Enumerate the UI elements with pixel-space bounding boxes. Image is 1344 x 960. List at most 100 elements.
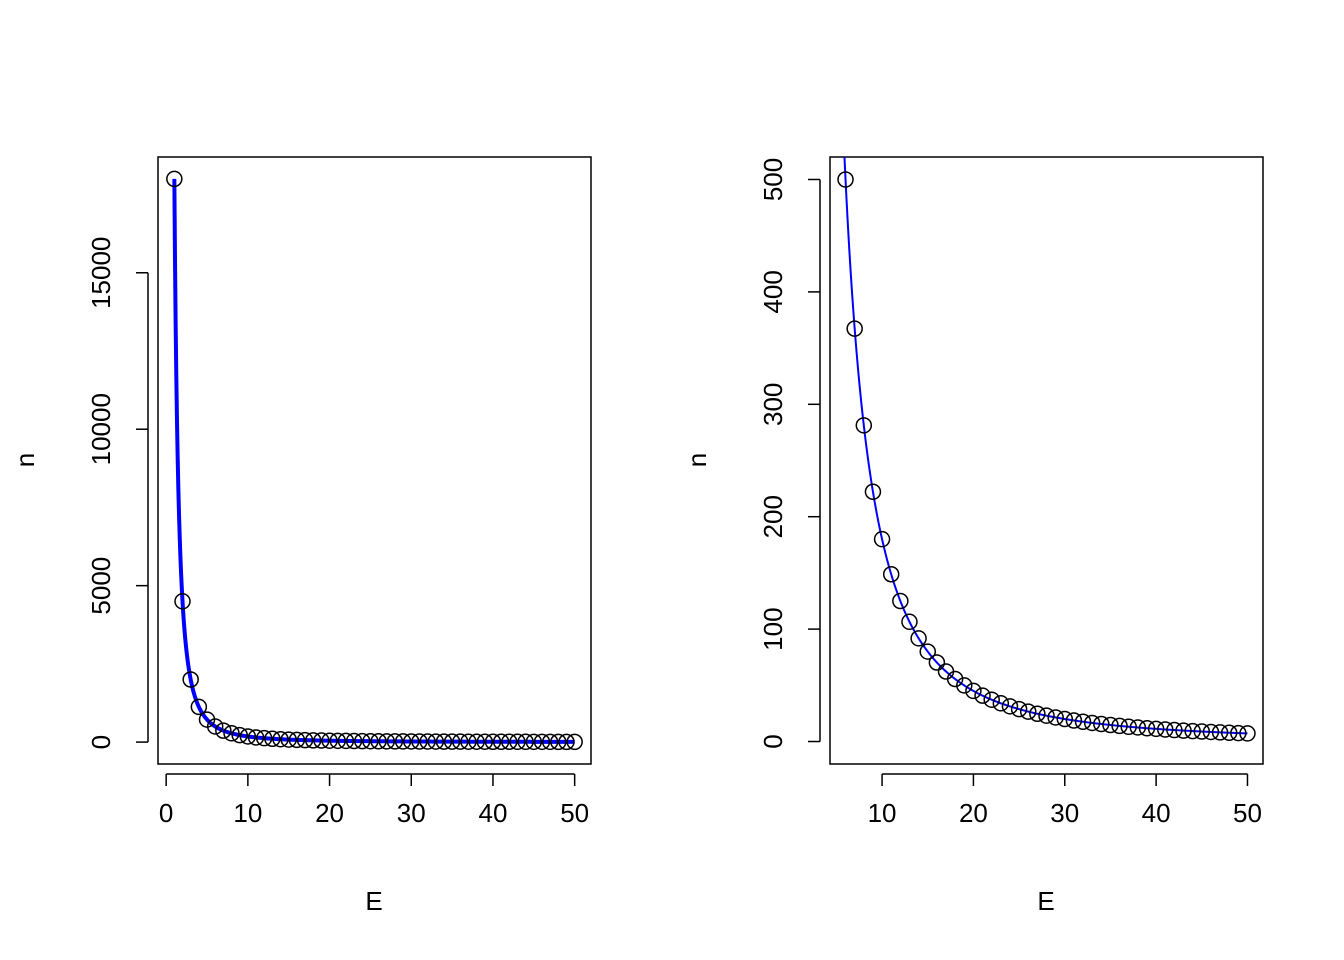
right-data-point [974, 687, 991, 704]
right-data-point [846, 320, 863, 337]
left-x-tick-label: 20 [315, 798, 344, 828]
right-data-point [855, 417, 873, 434]
right-data-point [1074, 713, 1092, 730]
right-fit-curve [843, 157, 1248, 735]
left-data-point [231, 726, 248, 744]
left-data-point [517, 733, 534, 751]
right-data-point [1157, 721, 1174, 738]
left-data-point [533, 733, 551, 751]
right-data-point [1129, 719, 1147, 736]
left-y-tick-label: 5000 [86, 557, 116, 615]
left-data-point [296, 731, 314, 749]
right-data-point [956, 677, 973, 694]
left-data-point [304, 732, 322, 749]
left-data-point [215, 722, 232, 739]
right-data-point [1038, 707, 1055, 724]
left-data-point [223, 725, 240, 742]
left-x-axis-title: E [365, 886, 382, 916]
left-data-point [280, 731, 297, 748]
left-data-point [476, 733, 494, 750]
right-data-point [1083, 714, 1101, 732]
left-data-point [541, 733, 559, 751]
right-data-point [946, 670, 964, 688]
left-data-point [525, 733, 543, 751]
right-data-point [1029, 705, 1046, 723]
left-y-tick-label: 15000 [86, 237, 116, 309]
right-data-point [892, 592, 909, 610]
right-y-tick-label: 200 [758, 495, 788, 538]
left-data-point [166, 170, 183, 188]
left-data-point [435, 733, 453, 750]
left-data-point [337, 732, 355, 750]
left-plot-area [166, 170, 583, 751]
left-data-point [206, 718, 224, 735]
left-data-point [566, 733, 583, 751]
right-x-axis-title: E [1037, 886, 1054, 916]
right-plot-area [837, 157, 1256, 742]
right-x-tick-label: 50 [1233, 798, 1262, 828]
right-y-tick-label: 100 [758, 607, 788, 650]
right-plot-frame [829, 156, 1264, 765]
left-data-point [550, 733, 567, 751]
right-y-tick-label: 300 [758, 383, 788, 426]
right-data-point [1111, 717, 1128, 735]
left-data-point [452, 733, 469, 750]
right-data-point [882, 566, 900, 583]
right-x-tick-label: 30 [1050, 798, 1079, 828]
right-data-point [1120, 718, 1137, 736]
left-data-point [272, 730, 289, 748]
left-data-point [182, 671, 199, 688]
right-data-point [1239, 725, 1256, 742]
right-data-point [1138, 720, 1156, 737]
left-data-point [419, 733, 436, 750]
left-data-point [239, 728, 257, 745]
left-data-point [443, 733, 461, 750]
left-data-point [501, 733, 518, 751]
left-x-tick-label: 40 [479, 798, 508, 828]
right-y-tick-label: 0 [758, 734, 788, 748]
left-data-point [264, 730, 281, 748]
left-data-point [378, 733, 396, 750]
left-data-point [370, 733, 387, 750]
left-x-tick-label: 10 [233, 798, 262, 828]
left-data-point [509, 733, 526, 751]
left-data-point [394, 733, 412, 750]
left-data-point [288, 731, 306, 749]
right-data-point [1047, 709, 1064, 726]
left-data-point [353, 732, 371, 750]
right-data-point [1193, 723, 1211, 740]
right-data-point [992, 695, 1010, 712]
right-y-tick-label: 500 [758, 158, 788, 201]
right-y-axis-title: n [682, 453, 712, 467]
right-data-point [1019, 703, 1037, 720]
left-data-point [321, 732, 338, 749]
left-data-point [255, 729, 273, 747]
right-data-point [1175, 722, 1192, 739]
right-data-point [1166, 721, 1183, 739]
right-data-point [901, 613, 918, 631]
right-data-point [1001, 698, 1019, 715]
left-data-point [190, 698, 208, 716]
right-data-point [1093, 715, 1110, 733]
right-data-point [873, 530, 891, 548]
left-data-point [403, 733, 420, 750]
left-data-point [345, 732, 363, 750]
left-y-axis-title: n [10, 453, 40, 467]
right-y-tick-label: 400 [758, 270, 788, 313]
right-data-point [837, 171, 854, 188]
right-data-point [1010, 700, 1028, 718]
left-x-tick-label: 50 [560, 798, 589, 828]
left-x-tick-label: 30 [397, 798, 426, 828]
left-plot-frame [157, 156, 592, 765]
right-data-point [910, 630, 927, 647]
left-data-point [386, 733, 404, 750]
left-data-point [492, 733, 510, 751]
right-data-point [1220, 724, 1238, 742]
right-data-point [965, 682, 982, 700]
left-data-point [484, 733, 502, 750]
left-fit-curve [172, 178, 576, 744]
right-data-point [983, 691, 1000, 708]
left-data-point [468, 733, 485, 750]
left-y-tick-label: 10000 [86, 393, 116, 465]
